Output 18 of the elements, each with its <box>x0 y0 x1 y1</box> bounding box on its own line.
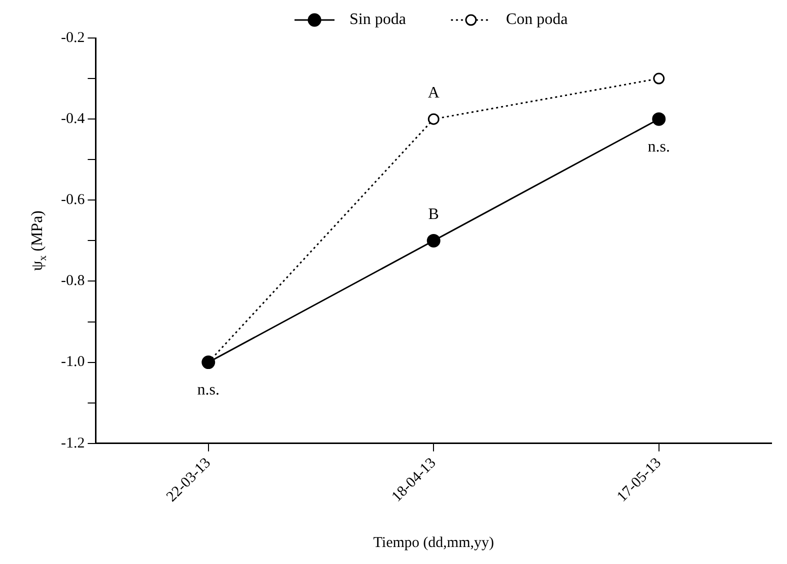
point <box>426 234 440 248</box>
point <box>428 113 440 125</box>
y-tick-label: -0.8 <box>60 273 85 290</box>
annotation: n.s. <box>648 138 670 156</box>
y-tick-label: -1.0 <box>60 354 85 370</box>
y-tick-label: -0.6 <box>60 192 86 208</box>
annotation: n.s. <box>197 382 220 399</box>
x-axis-title: Tiempo (dd,mm,yy) <box>373 534 494 551</box>
legend-label: Sin poda <box>350 11 406 28</box>
y-tick-label: -1.2 <box>60 435 85 452</box>
annotation: A <box>428 84 440 102</box>
point <box>652 112 666 126</box>
y-tick-label: -0.4 <box>60 111 86 128</box>
legend-label: Con poda <box>506 11 568 28</box>
point <box>653 72 665 84</box>
annotation: B <box>428 206 439 223</box>
y-tick-label: -0.2 <box>60 30 85 46</box>
y-axis-title: ψx (MPa) <box>29 210 49 271</box>
